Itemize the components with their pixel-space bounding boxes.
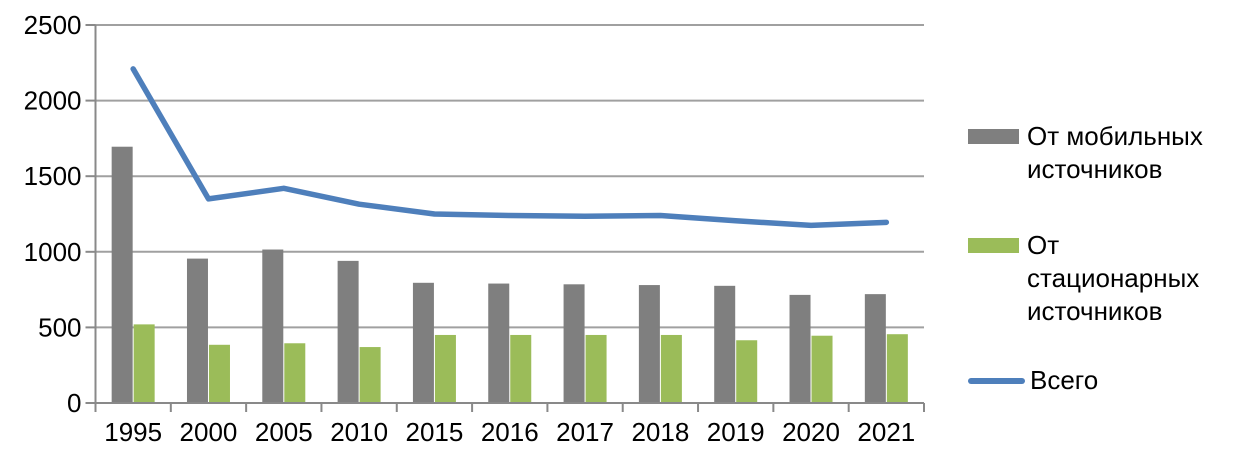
x-axis-label-2010: 2010: [330, 417, 388, 447]
x-axis-label-2005: 2005: [255, 417, 313, 447]
y-axis-label-0: 0: [67, 388, 81, 418]
x-axis-label-2019: 2019: [707, 417, 765, 447]
bar-mobile-2018: [638, 285, 660, 403]
legend-item-mobile: От мобильных источников: [968, 120, 1248, 186]
x-axis-label-2020: 2020: [782, 417, 840, 447]
bar-stationary-2018: [660, 334, 682, 403]
legend-item-total: Всего: [968, 364, 1248, 397]
x-axis-label-2016: 2016: [481, 417, 539, 447]
bar-stationary-2016: [510, 334, 532, 403]
bar-stationary-2019: [736, 340, 758, 403]
legend-bar-swatch-icon: [968, 129, 1019, 144]
legend-label: Всего: [1030, 365, 1099, 395]
bar-stationary-2000: [208, 344, 230, 403]
legend-item-stationary: От стационарных источников: [968, 229, 1248, 328]
legend-label: От мобильных источников: [1027, 121, 1203, 184]
bar-mobile-2017: [563, 284, 585, 403]
y-axis-label-2500: 2500: [24, 10, 82, 40]
bar-stationary-2005: [284, 343, 306, 403]
legend: От мобильных источников От стационарных и…: [968, 120, 1248, 397]
bar-mobile-2020: [789, 294, 811, 403]
legend-line-swatch-icon: [968, 378, 1025, 384]
bar-mobile-2005: [262, 249, 284, 403]
bar-stationary-2021: [886, 334, 908, 403]
bar-mobile-2021: [864, 294, 886, 403]
total-line: [130, 66, 890, 229]
bar-mobile-2015: [412, 282, 434, 403]
bar-stationary-1995: [133, 324, 155, 403]
x-axis-label-2018: 2018: [631, 417, 689, 447]
legend-bar-swatch-icon: [968, 238, 1019, 253]
y-axis-label-1500: 1500: [24, 161, 82, 191]
x-axis-label-2017: 2017: [556, 417, 614, 447]
y-axis-label-1000: 1000: [24, 237, 82, 267]
x-axis-label-2015: 2015: [406, 417, 464, 447]
bar-mobile-2000: [186, 258, 208, 403]
bar-stationary-2010: [359, 347, 381, 403]
x-axis-label-2021: 2021: [857, 417, 915, 447]
x-axis-label-1995: 1995: [104, 417, 162, 447]
bar-stationary-2017: [585, 334, 607, 403]
y-axis-label-500: 500: [38, 312, 81, 342]
bar-mobile-2016: [488, 283, 510, 403]
bar-stationary-2020: [811, 335, 833, 403]
bar-mobile-2019: [714, 285, 736, 403]
legend-label: От стационарных источников: [1027, 230, 1200, 326]
bar-mobile-1995: [111, 146, 133, 403]
bar-stationary-2015: [434, 334, 456, 403]
bar-mobile-2010: [337, 260, 359, 403]
x-axis-label-2000: 2000: [180, 417, 238, 447]
y-axis-label-2000: 2000: [24, 86, 82, 116]
